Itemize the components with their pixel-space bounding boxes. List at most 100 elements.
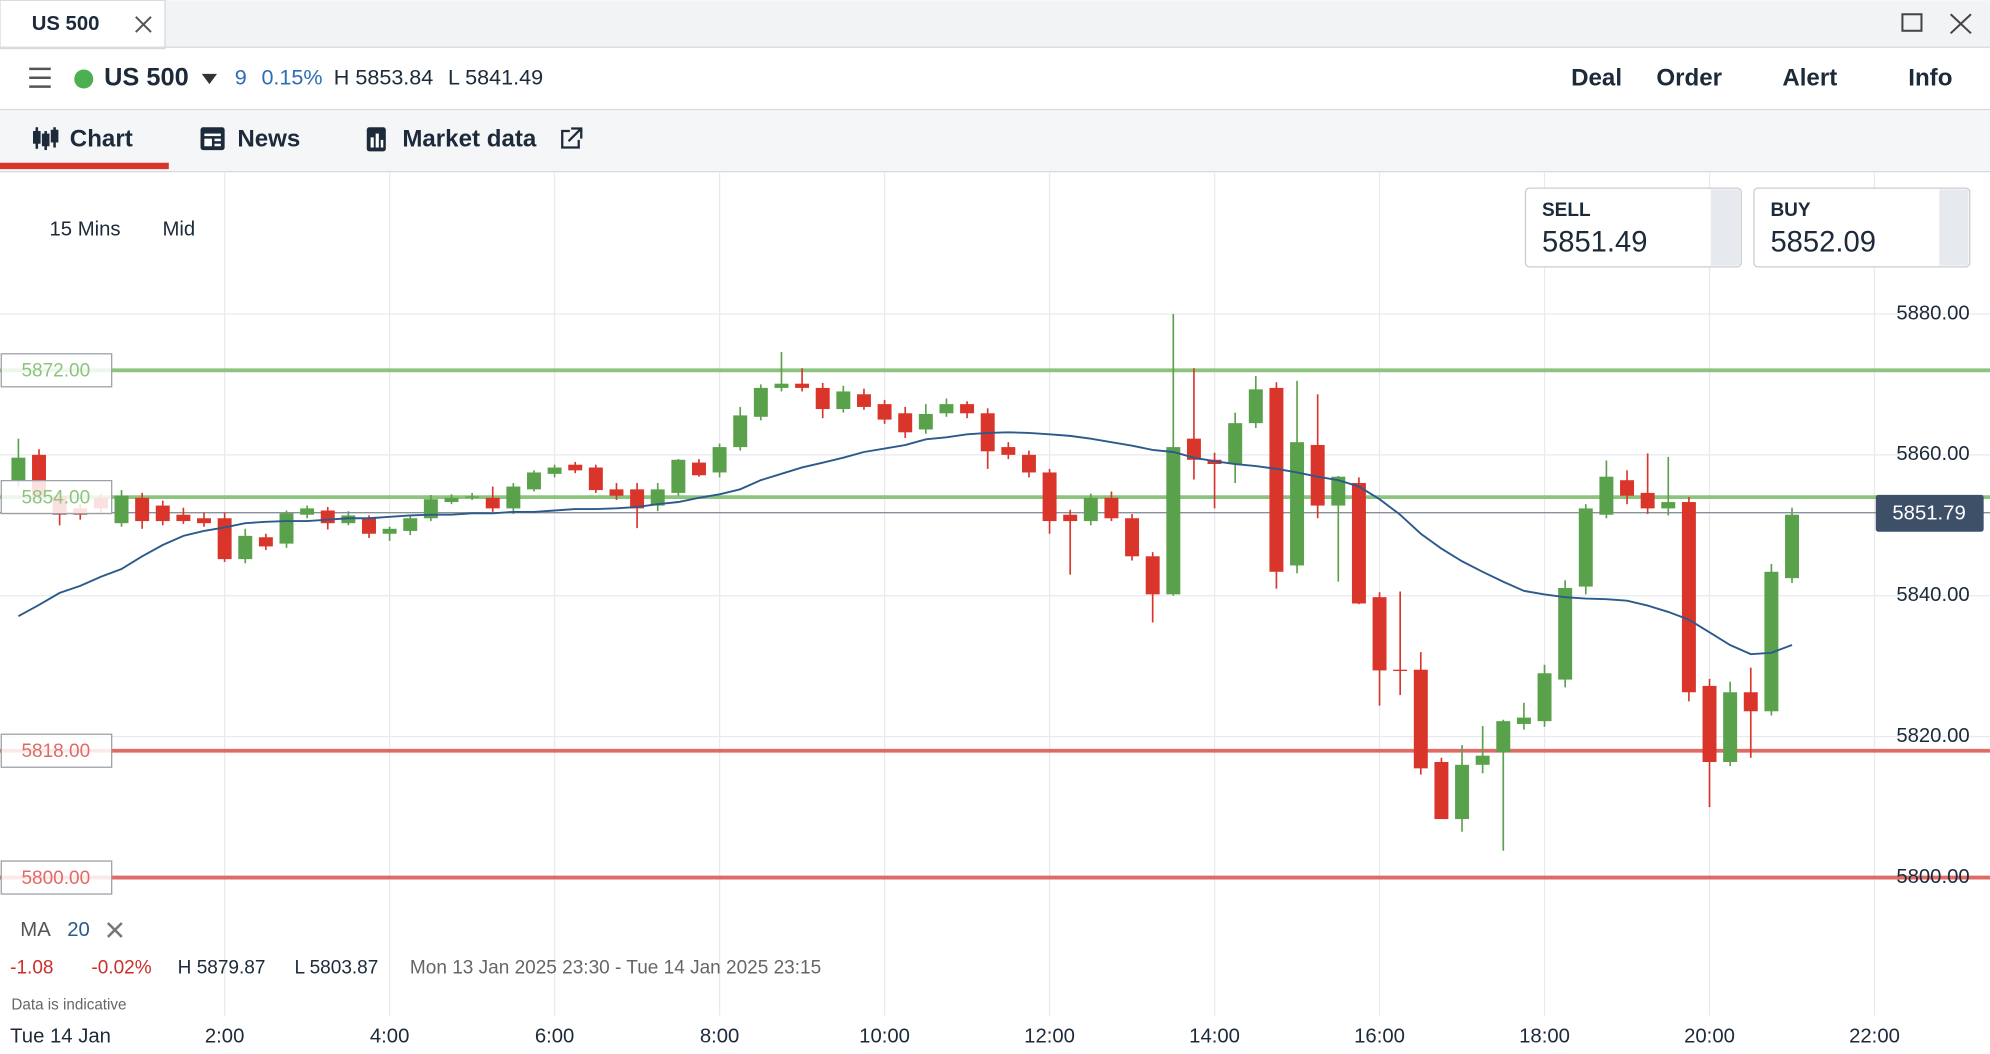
buy-button[interactable] xyxy=(1753,187,1971,268)
candle-body xyxy=(1393,669,1408,671)
candle-body xyxy=(341,515,356,524)
candle-body xyxy=(856,394,871,407)
candle-body xyxy=(939,404,954,414)
candle-body xyxy=(630,489,645,509)
stats-change-pct: -0.02% xyxy=(91,958,151,979)
y-tick-label: 5880.00 xyxy=(1896,302,1969,324)
x-tick-label: 10:00 xyxy=(859,1026,910,1048)
candle-body xyxy=(712,447,727,473)
y-tick-label: 5860.00 xyxy=(1896,443,1969,465)
dropdown-icon[interactable] xyxy=(201,73,218,85)
instrument-name[interactable]: US 500 xyxy=(104,64,189,92)
sell-price: 5851.49 xyxy=(1542,227,1648,259)
candle-body xyxy=(691,462,706,476)
tab[interactable]: Market data xyxy=(402,125,537,152)
x-tick-label: 16:00 xyxy=(1354,1026,1405,1048)
candle-body xyxy=(485,497,500,509)
candle-body xyxy=(1021,454,1036,473)
candle-body xyxy=(588,467,603,491)
menu-icon[interactable] xyxy=(29,67,51,88)
chart-tab-icon xyxy=(32,127,59,151)
level-label-box xyxy=(0,479,113,515)
x-tick-label: 2:00 xyxy=(205,1026,245,1048)
level-label: 5800.00 xyxy=(21,868,90,889)
close-window-icon[interactable] xyxy=(1949,13,1972,35)
candle-body xyxy=(1145,556,1160,595)
sell-button[interactable] xyxy=(1524,187,1742,268)
candle-body xyxy=(877,404,892,420)
candle-body xyxy=(320,510,335,524)
candle-body xyxy=(1186,438,1201,460)
current-price-label: 5851.79 xyxy=(1892,502,1965,524)
candle-body xyxy=(1558,587,1573,680)
candle-body xyxy=(155,505,170,522)
plot xyxy=(11,313,1799,851)
candle-body xyxy=(815,387,830,410)
stats-low: L 5803.87 xyxy=(294,958,378,979)
candle-body xyxy=(1351,483,1366,604)
candle-body xyxy=(753,387,768,417)
level-label-box xyxy=(0,860,113,895)
candle-body xyxy=(217,518,232,560)
candle-body xyxy=(197,518,211,524)
candle-body xyxy=(1496,721,1511,753)
candle-body xyxy=(1455,764,1470,820)
close-tab-icon[interactable] xyxy=(135,16,152,33)
moving-average-line xyxy=(17,431,1793,656)
tab[interactable]: Chart xyxy=(70,125,133,152)
interval-selector[interactable]: 15 Mins xyxy=(49,218,120,240)
window-tab[interactable] xyxy=(0,0,166,50)
change-pct: 0.15% xyxy=(261,65,322,90)
level-label-box xyxy=(0,353,113,388)
candle-body xyxy=(1743,692,1758,712)
remove-indicator-icon[interactable] xyxy=(106,922,123,938)
candle-body xyxy=(403,518,418,531)
candle-body xyxy=(1372,597,1387,671)
candle-body xyxy=(1310,444,1325,506)
action-button[interactable]: Info xyxy=(1908,64,1952,91)
candle-body xyxy=(671,459,686,493)
action-button[interactable]: Deal xyxy=(1571,64,1622,91)
candle-body xyxy=(1290,442,1305,566)
news-tab-icon xyxy=(200,127,225,151)
candle-body xyxy=(11,457,26,481)
candle-body xyxy=(114,495,129,524)
price-type-selector[interactable]: Mid xyxy=(162,218,195,240)
candle-body xyxy=(1269,387,1284,572)
action-button[interactable]: Alert xyxy=(1782,64,1837,91)
candle-body xyxy=(1331,476,1346,506)
action-button[interactable]: Order xyxy=(1656,64,1722,91)
candle-body xyxy=(733,415,748,448)
candle-body xyxy=(1125,518,1140,557)
x-tick-label: 22:00 xyxy=(1849,1026,1900,1048)
candle-body xyxy=(836,391,851,410)
candle-body xyxy=(1413,669,1428,769)
tab[interactable]: News xyxy=(237,125,300,152)
maximize-icon[interactable] xyxy=(1901,13,1923,32)
x-tick-label: 8:00 xyxy=(700,1026,740,1048)
y-tick-label: 5840.00 xyxy=(1896,584,1969,606)
current-price-box xyxy=(1875,494,1984,532)
sell-button-strip xyxy=(1710,189,1740,266)
level-label: 5854.00 xyxy=(21,487,90,508)
external-link-icon[interactable] xyxy=(561,127,583,149)
tab-bar xyxy=(0,0,1990,48)
candle-body xyxy=(1475,755,1490,765)
candle-body xyxy=(1516,717,1531,724)
stats-high: H 5879.87 xyxy=(178,958,266,979)
candle-body xyxy=(238,535,253,560)
candle-body xyxy=(1537,673,1552,722)
candle-body xyxy=(1785,514,1799,579)
candle-body xyxy=(1063,514,1078,522)
candle-body xyxy=(774,383,789,388)
buy-button-strip xyxy=(1939,189,1969,266)
level-label: 5872.00 xyxy=(21,361,90,382)
candle-body xyxy=(918,413,933,430)
candle-body xyxy=(423,499,438,519)
buy-price: 5852.09 xyxy=(1770,227,1876,259)
candle-body xyxy=(176,514,191,522)
change: 9 xyxy=(235,65,247,90)
y-tick-label: 5800.00 xyxy=(1896,866,1969,888)
x-tick-label: 6:00 xyxy=(535,1026,575,1048)
